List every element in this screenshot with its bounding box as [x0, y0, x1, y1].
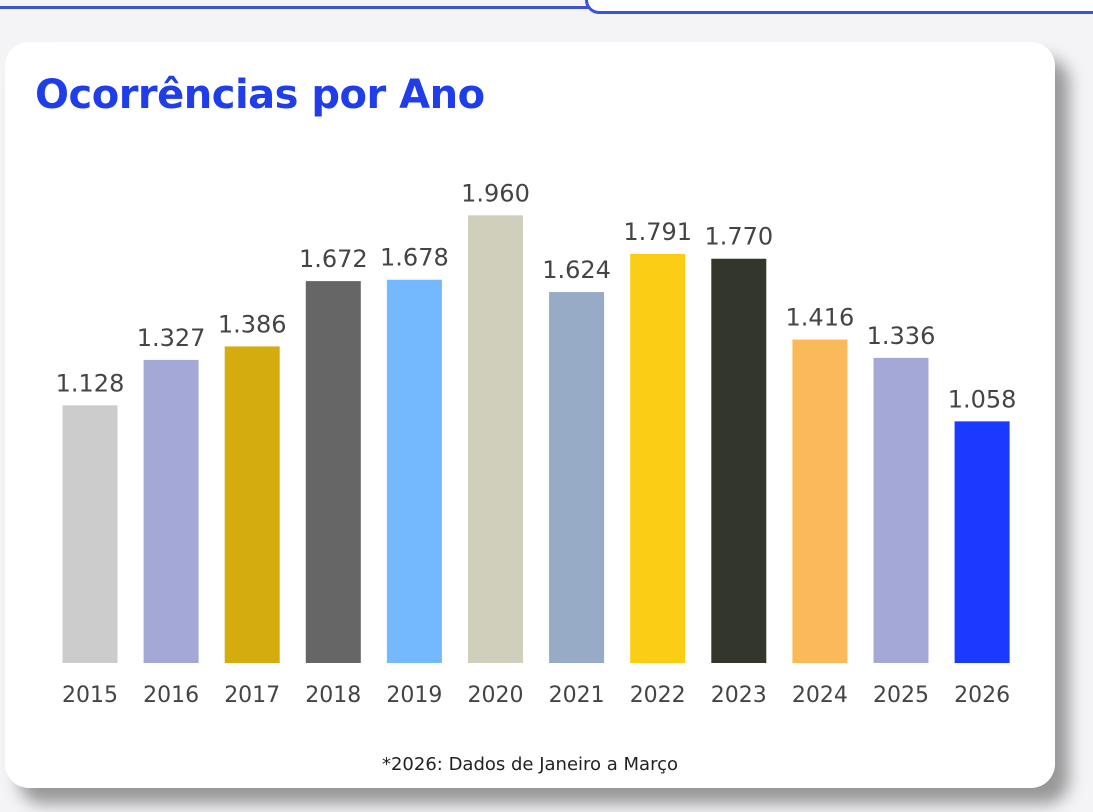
- category-label-2025: 2025: [873, 683, 929, 708]
- header-rule: [0, 6, 1093, 9]
- category-label-2016: 2016: [143, 683, 199, 708]
- value-label-2020: 1.960: [461, 179, 530, 207]
- value-label-2023: 1.770: [704, 223, 773, 251]
- bar-chart: 1.128 2015 1.327 2016 1.386 2017 1.672 2018 1.67…: [56, 179, 1017, 708]
- bar-2024: [792, 339, 848, 663]
- bar-2017: [224, 346, 280, 663]
- category-label-2020: 2020: [468, 683, 524, 708]
- bar-2026: [954, 421, 1010, 663]
- header-tab: [585, 0, 1093, 14]
- bar-2020: [468, 215, 523, 663]
- value-label-2017: 1.386: [218, 310, 287, 338]
- category-label-2023: 2023: [711, 683, 767, 708]
- value-label-2016: 1.327: [137, 324, 206, 352]
- category-label-2019: 2019: [386, 683, 442, 708]
- value-label-2022: 1.791: [623, 218, 692, 246]
- category-label-2021: 2021: [549, 683, 605, 708]
- bar-2018: [305, 281, 361, 663]
- category-label-2017: 2017: [224, 683, 280, 708]
- value-label-2019: 1.678: [380, 244, 449, 272]
- bar-2015: [62, 405, 118, 663]
- chart-title: Ocorrências por Ano: [35, 72, 485, 118]
- bar-2021: [549, 292, 605, 663]
- value-label-2021: 1.624: [542, 256, 611, 284]
- category-label-2026: 2026: [954, 683, 1010, 708]
- bar-2023: [711, 258, 767, 663]
- value-label-2024: 1.416: [786, 304, 855, 332]
- value-label-2026: 1.058: [948, 385, 1017, 413]
- value-label-2018: 1.672: [299, 245, 368, 273]
- category-label-2015: 2015: [62, 683, 118, 708]
- value-label-2025: 1.336: [867, 322, 936, 350]
- bar-2019: [386, 279, 442, 663]
- chart-card: Ocorrências por Ano 1.128 2015 1.327 2016 1.…: [5, 42, 1055, 788]
- category-label-2022: 2022: [630, 683, 686, 708]
- category-label-2024: 2024: [792, 683, 848, 708]
- value-label-2015: 1.128: [56, 369, 125, 397]
- bar-2022: [630, 253, 686, 663]
- bar-2025: [873, 357, 929, 663]
- chart-footnote: *2026: Dados de Janeiro a Março: [381, 754, 679, 775]
- bar-2016: [143, 359, 199, 663]
- category-label-2018: 2018: [305, 683, 361, 708]
